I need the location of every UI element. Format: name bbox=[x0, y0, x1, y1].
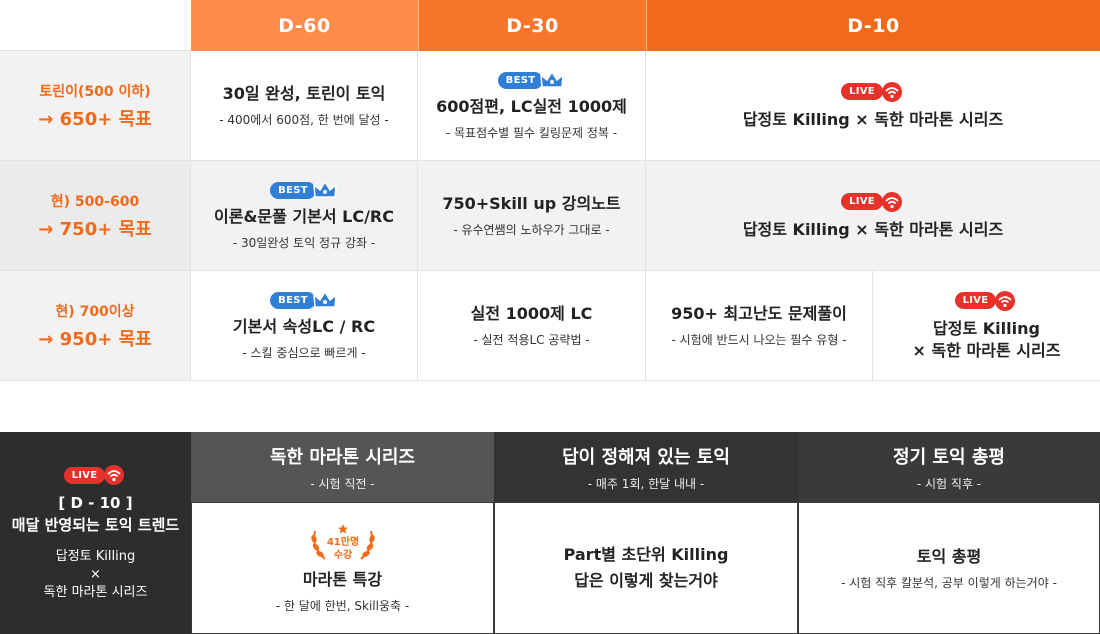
best-badge: BEST bbox=[270, 180, 338, 200]
crown-icon bbox=[312, 180, 337, 198]
course-subtitle: - 스킬 중심으로 빠르게 - bbox=[242, 346, 366, 360]
course-title: 750+Skill up 강의노트 bbox=[442, 194, 621, 213]
series-header-title: 독한 마라톤 시리즈 bbox=[269, 446, 415, 468]
best-label: BEST bbox=[270, 181, 316, 199]
course-cell[interactable]: 750+Skill up 강의노트 - 유수연쌤의 노하우가 그대로 - bbox=[418, 161, 646, 271]
live-label: LIVE bbox=[63, 466, 106, 484]
series-title: Part별 초단위 Killing bbox=[563, 545, 729, 564]
course-title: 950+ 최고난도 문제풀이 bbox=[671, 304, 847, 323]
series-header: 답이 정해져 있는 토익 - 매주 1회, 한달 내내 - bbox=[494, 432, 798, 502]
live-series-panel: LIVE [ D - 10 ] 매달 반영되는 토익 트렌드 답정토 Killi… bbox=[0, 432, 1100, 634]
live-badge: LIVE bbox=[841, 191, 905, 213]
live-label: LIVE bbox=[841, 193, 883, 210]
series-subtitle: - 시험 직후 칼분석, 공부 이렇게 하는거야 - bbox=[841, 575, 1057, 590]
course-cell[interactable]: BEST 600점편, LC실전 1000제 - 목표점수별 필수 킬링문제 정… bbox=[418, 51, 646, 161]
live-label: LIVE bbox=[954, 292, 997, 309]
course-subtitle: - 400에서 600점, 한 번에 달성 - bbox=[219, 113, 389, 127]
header-d60: D-60 bbox=[191, 0, 418, 51]
series-title: 마라톤 특강 bbox=[302, 569, 383, 589]
intro-subtitle: 매달 반영되는 토익 트렌드 bbox=[11, 516, 180, 534]
best-badge: BEST bbox=[270, 290, 338, 310]
header-d30: D-30 bbox=[418, 0, 646, 51]
row-label-2: 현) 500-600 → 750+ 목표 bbox=[0, 161, 191, 271]
broadcast-icon bbox=[881, 81, 902, 102]
series-card[interactable]: 토익 총평 - 시험 직후 칼분석, 공부 이렇게 하는거야 - bbox=[798, 502, 1100, 634]
intro-line: × bbox=[90, 567, 101, 582]
series-card[interactable]: 41만명 수강 마라톤 특강 - 한 달에 한번, Skill웅축 - bbox=[191, 502, 494, 634]
header-d10: D-10 bbox=[646, 0, 1100, 51]
broadcast-icon bbox=[995, 290, 1016, 311]
course-title: 기본서 속성LC / RC bbox=[232, 317, 376, 336]
badge-count: 41만명 bbox=[326, 535, 358, 548]
intro-title: [ D - 10 ] bbox=[58, 494, 133, 512]
row-current-level: 토린이(500 이하) bbox=[39, 83, 151, 100]
course-title: 답정토 Killing × 독한 마라톤 시리즈 bbox=[742, 109, 1004, 129]
series-title: 토익 총평 bbox=[916, 546, 982, 566]
intro-line: 답정토 Killing bbox=[55, 549, 136, 564]
series-header: 독한 마라톤 시리즈 - 시험 직전 - bbox=[191, 432, 494, 502]
best-badge: BEST bbox=[497, 70, 566, 90]
course-title: 600점편, LC실전 1000제 bbox=[436, 97, 627, 116]
course-title: 이론&문풀 기본서 LC/RC bbox=[214, 207, 394, 226]
badge-label: 수강 bbox=[333, 548, 352, 561]
row-current-level: 현) 500-600 bbox=[50, 193, 140, 210]
course-cell[interactable]: 30일 완성, 토린이 토익 - 400에서 600점, 한 번에 달성 - bbox=[191, 51, 418, 161]
live-label: LIVE bbox=[841, 83, 883, 100]
laurel-badge-icon: 41만명 수강 bbox=[310, 523, 375, 561]
course-cell[interactable]: BEST 기본서 속성LC / RC - 스킬 중심으로 빠르게 - bbox=[191, 271, 418, 381]
course-title: 답정토 Killing × 독한 마라톤 시리즈 bbox=[742, 219, 1004, 239]
broadcast-icon bbox=[881, 191, 902, 212]
live-badge: LIVE bbox=[841, 81, 905, 103]
series-header-sub: - 매주 1회, 한달 내내 - bbox=[587, 476, 705, 491]
course-cell[interactable]: 실전 1000제 LC - 실전 적용LC 공략법 - bbox=[418, 271, 646, 381]
row-target-score: → 750+ 목표 bbox=[38, 218, 152, 240]
series-subtitle: - 한 달에 한번, Skill웅축 - bbox=[275, 598, 410, 613]
course-title: 실전 1000제 LC bbox=[470, 304, 593, 323]
row-label-3: 현) 700이상 → 950+ 목표 bbox=[0, 271, 191, 381]
live-badge: LIVE bbox=[63, 464, 128, 486]
course-subtitle: - 30일완성 토익 정규 강좌 - bbox=[232, 236, 376, 250]
course-subtitle: - 시험에 반드시 나오는 필수 유형 - bbox=[671, 333, 847, 347]
series-header: 정기 토익 총평 - 시험 직후 - bbox=[798, 432, 1100, 502]
best-label: BEST bbox=[270, 291, 316, 309]
row-current-level: 현) 700이상 bbox=[55, 303, 135, 320]
course-subtitle: - 목표점수별 필수 킬링문제 정복 - bbox=[445, 126, 618, 140]
crown-icon bbox=[540, 70, 565, 88]
broadcast-icon bbox=[104, 465, 125, 485]
live-intro-panel: LIVE [ D - 10 ] 매달 반영되는 토익 트렌드 답정토 Killi… bbox=[0, 432, 191, 634]
series-header-title: 답이 정해져 있는 토익 bbox=[562, 446, 730, 468]
row-label-1: 토린이(500 이하) → 650+ 목표 bbox=[0, 51, 191, 161]
row-target-score: → 950+ 목표 bbox=[38, 328, 152, 350]
course-cell[interactable]: BEST 이론&문풀 기본서 LC/RC - 30일완성 토익 정규 강좌 - bbox=[191, 161, 418, 271]
course-subtitle: - 실전 적용LC 공략법 - bbox=[473, 333, 590, 347]
series-header-sub: - 시험 직전 - bbox=[310, 476, 375, 491]
course-title: × 독한 마라톤 시리즈 bbox=[912, 340, 1061, 360]
course-cell[interactable]: LIVE 답정토 Killing × 독한 마라톤 시리즈 bbox=[646, 161, 1100, 271]
live-badge: LIVE bbox=[954, 290, 1019, 312]
best-label: BEST bbox=[497, 71, 544, 89]
course-cell[interactable]: LIVE 답정토 Killing × 독한 마라톤 시리즈 bbox=[873, 271, 1100, 381]
series-header-title: 정기 토익 총평 bbox=[893, 446, 1005, 468]
course-subtitle: - 유수연쌤의 노하우가 그대로 - bbox=[453, 223, 610, 237]
course-title: 30일 완성, 토린이 토익 bbox=[222, 84, 386, 103]
header-empty-cell bbox=[0, 0, 191, 51]
row-target-score: → 650+ 목표 bbox=[38, 108, 152, 130]
series-title: 답은 이렇게 찾는거야 bbox=[574, 571, 718, 590]
series-card[interactable]: Part별 초단위 Killing 답은 이렇게 찾는거야 bbox=[494, 502, 798, 634]
course-cell[interactable]: 950+ 최고난도 문제풀이 - 시험에 반드시 나오는 필수 유형 - bbox=[646, 271, 873, 381]
crown-icon bbox=[312, 290, 337, 308]
roadmap-table: D-60 D-30 D-10 토린이(500 이하) → 650+ 목표 30일… bbox=[0, 0, 1100, 381]
course-cell[interactable]: LIVE 답정토 Killing × 독한 마라톤 시리즈 bbox=[646, 51, 1100, 161]
course-title: 답정토 Killing bbox=[933, 318, 1040, 338]
series-header-sub: - 시험 직후 - bbox=[916, 476, 982, 491]
intro-line: 독한 마라톤 시리즈 bbox=[43, 585, 148, 600]
